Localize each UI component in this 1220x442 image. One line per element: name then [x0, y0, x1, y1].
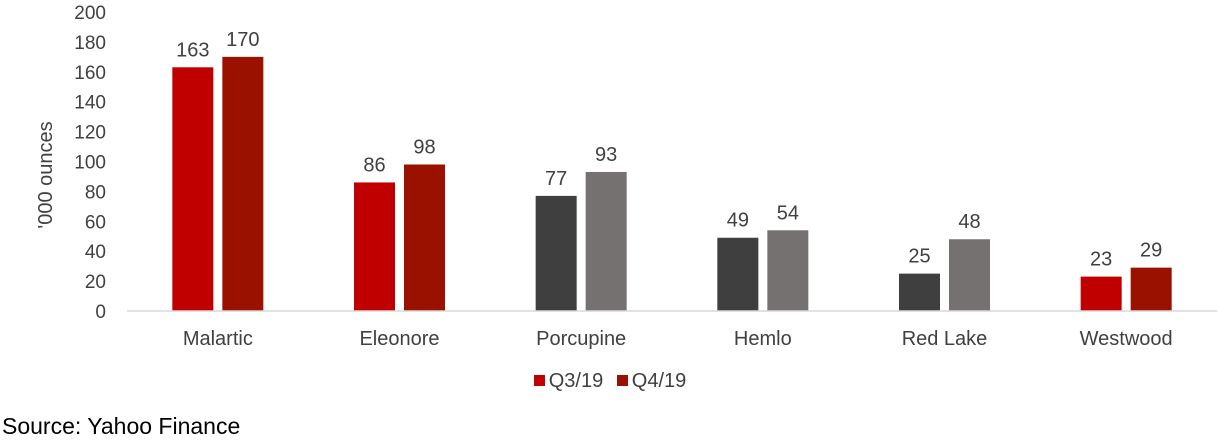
- y-tick-label: 160: [74, 63, 106, 84]
- y-tick-label: 180: [74, 33, 106, 54]
- bar: [899, 273, 940, 311]
- y-tick-label: 100: [74, 153, 106, 174]
- bar: [172, 67, 214, 311]
- y-tick-label: 140: [74, 93, 106, 114]
- bar: [535, 195, 577, 311]
- source-note: Source: Yahoo Finance: [2, 413, 241, 439]
- data-labels: 163 170 86 98 77 93 49 54 25 48 23 29: [176, 29, 1162, 271]
- data-label: 29: [1140, 240, 1162, 262]
- legend: Q3/19 Q4/19: [0, 370, 1220, 393]
- legend-swatch-q4: [616, 375, 628, 386]
- y-tick-label: 20: [85, 272, 106, 293]
- legend-label-q4: Q4/19: [631, 370, 687, 392]
- bar: [949, 239, 990, 311]
- data-label: 170: [226, 29, 259, 51]
- y-tick-label: 200: [74, 3, 106, 24]
- y-tick-label: 80: [85, 182, 106, 203]
- y-tick-label: 40: [85, 242, 106, 263]
- category-label: Malartic: [183, 328, 253, 350]
- category-label: Eleonore: [359, 328, 439, 350]
- bar: [1080, 276, 1122, 311]
- y-axis-label: '000 ounces: [35, 121, 57, 228]
- data-label: 23: [1090, 249, 1112, 271]
- bar: [585, 171, 627, 311]
- bar: [1130, 267, 1172, 311]
- bar: [717, 237, 759, 311]
- category-label: Westwood: [1080, 328, 1173, 350]
- data-label: 93: [595, 144, 617, 166]
- legend-swatch-q3: [533, 375, 545, 386]
- legend-item-q4: Q4/19: [616, 370, 687, 393]
- bar: [404, 164, 445, 311]
- category-label: Red Lake: [902, 328, 988, 350]
- category-labels: Malartic Eleonore Porcupine Hemlo Red Lake We…: [183, 328, 1173, 350]
- data-label: 86: [363, 154, 385, 176]
- bar: [222, 56, 264, 311]
- legend-item-q3: Q3/19: [533, 370, 604, 393]
- y-tick-label: 60: [85, 212, 106, 233]
- bar: [767, 230, 809, 311]
- bars: [172, 56, 1172, 311]
- bar: [354, 182, 395, 311]
- y-axis-ticks: 0 20 40 60 80 100 120 140 160 180 200: [74, 3, 106, 323]
- y-tick-label: 0: [95, 302, 106, 323]
- legend-label-q3: Q3/19: [548, 370, 604, 392]
- data-label: 163: [176, 39, 209, 61]
- y-tick-label: 120: [74, 123, 106, 144]
- category-label: Hemlo: [734, 328, 792, 350]
- data-label: 49: [727, 210, 749, 232]
- data-label: 25: [908, 246, 930, 268]
- data-label: 98: [413, 136, 435, 158]
- data-label: 48: [958, 211, 980, 233]
- data-label: 54: [777, 202, 799, 224]
- data-label: 77: [545, 168, 567, 190]
- category-label: Porcupine: [536, 328, 626, 350]
